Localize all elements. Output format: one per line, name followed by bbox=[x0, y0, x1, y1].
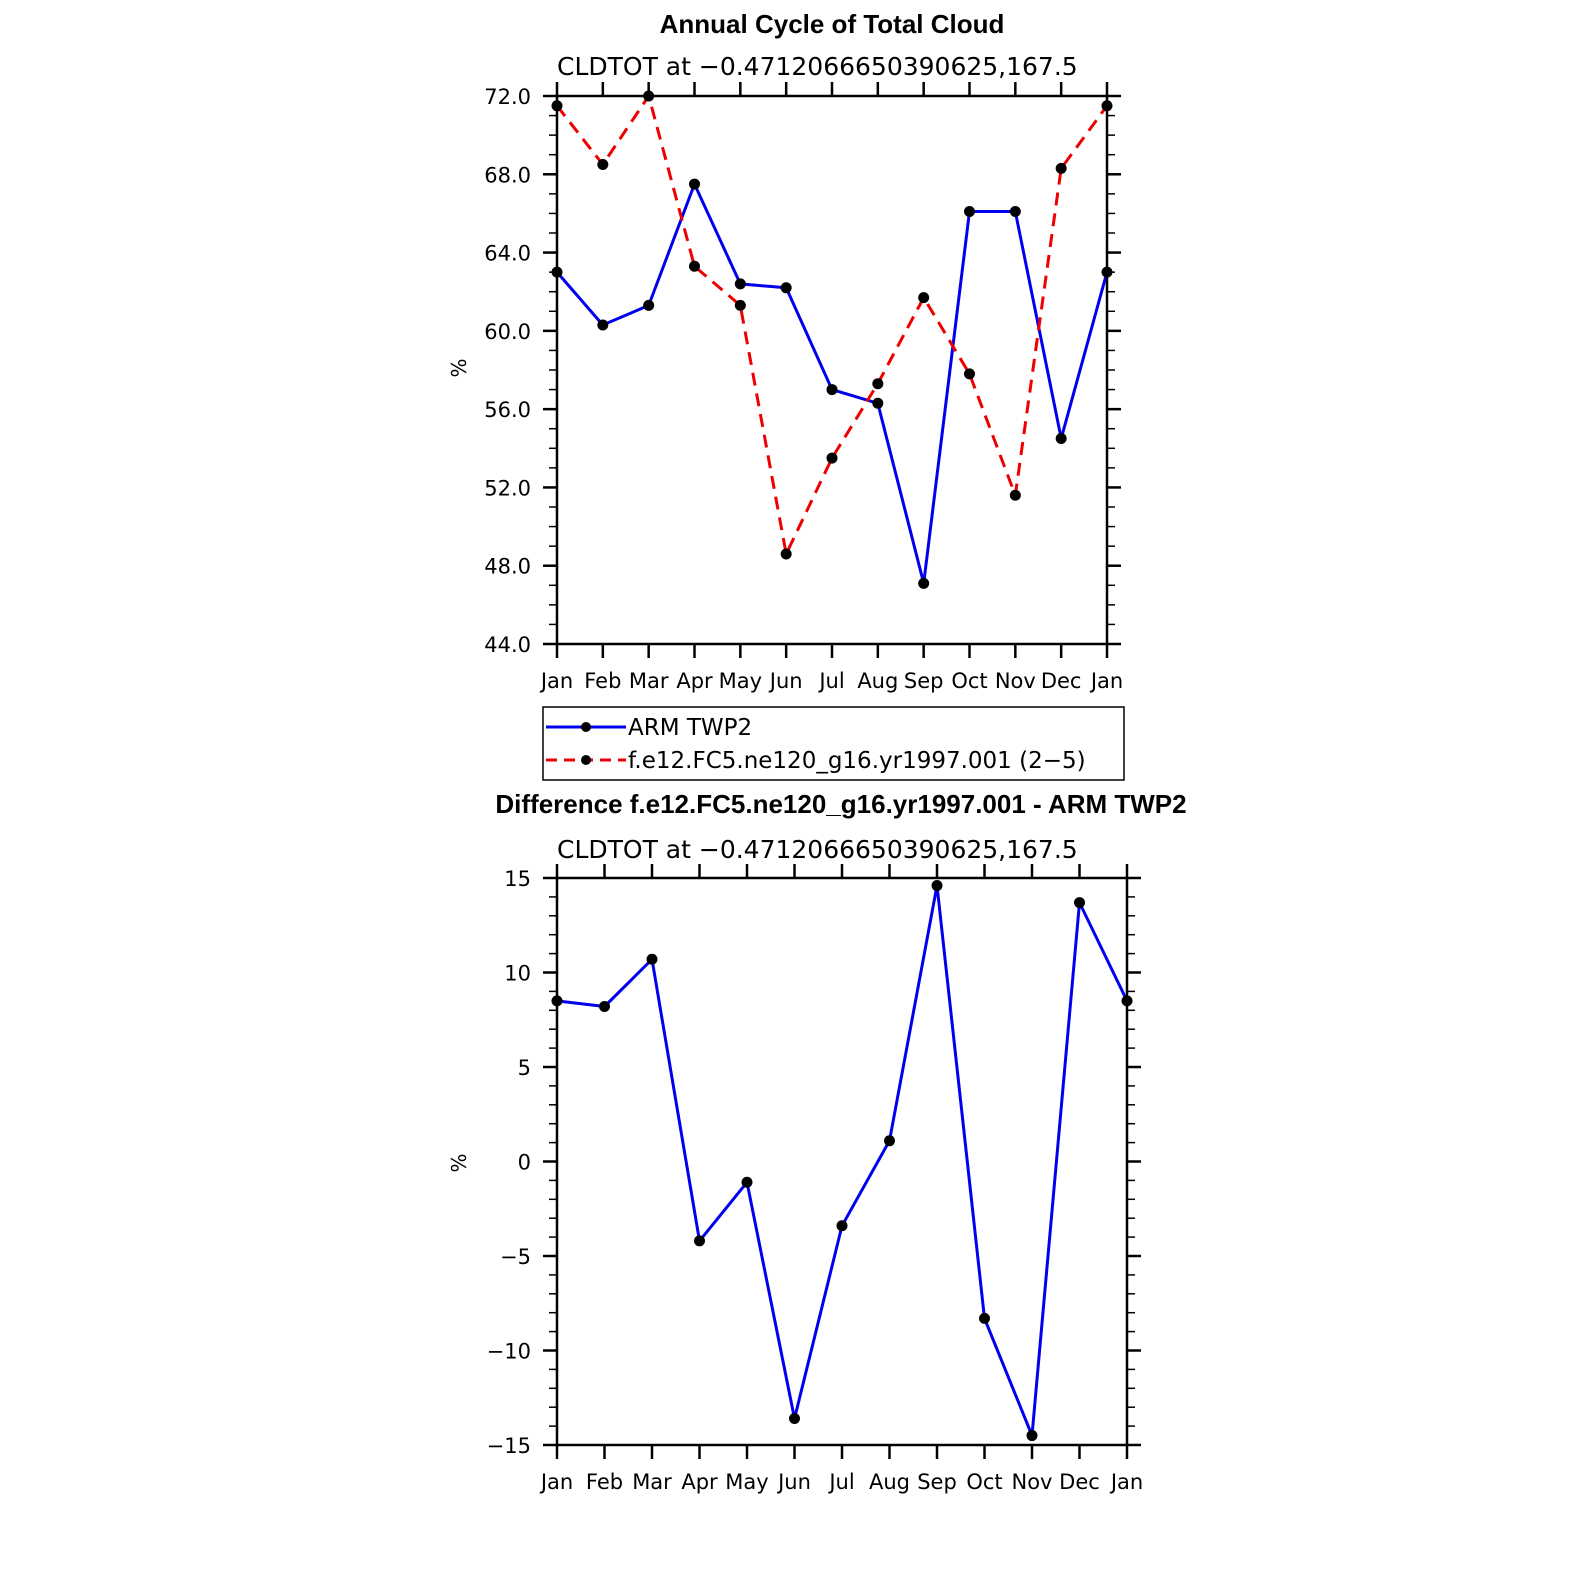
y-tick-label: 60.0 bbox=[484, 320, 531, 344]
chart2-title: Difference f.e12.FC5.ne120_g16.yr1997.00… bbox=[495, 789, 1186, 819]
data-point bbox=[918, 577, 930, 589]
data-point bbox=[780, 548, 792, 560]
annual-cycle-chart: Annual Cycle of Total Cloud CLDTOT at −0… bbox=[447, 9, 1125, 781]
x-tick-label: Apr bbox=[681, 1470, 718, 1494]
x-tick-label: Sep bbox=[917, 1470, 957, 1494]
data-point bbox=[597, 159, 609, 170]
y-tick-label: 64.0 bbox=[484, 242, 531, 266]
data-point bbox=[826, 384, 838, 396]
chart2-tick-labels: −15 −10 −5 0 5 10 15 Jan Feb Mar Apr May Jun Jul Aug Se… bbox=[487, 867, 1144, 1494]
difference-chart: Difference f.e12.FC5.ne120_g16.yr1997.00… bbox=[447, 789, 1187, 1494]
x-tick-label: Mar bbox=[632, 1470, 672, 1494]
legend-marker-arm bbox=[581, 722, 591, 732]
chart2-subtitle: CLDTOT at −0.4712066650390625,167.5 bbox=[557, 835, 1078, 864]
y-tick-label: 0 bbox=[518, 1151, 531, 1175]
y-tick-label: 10 bbox=[504, 962, 531, 986]
data-point bbox=[1009, 489, 1021, 501]
x-tick-label: Feb bbox=[584, 669, 621, 693]
x-tick-label: Jan bbox=[1089, 669, 1123, 693]
x-tick-label: Jan bbox=[539, 669, 573, 693]
x-tick-label: Oct bbox=[966, 1470, 1002, 1494]
data-point bbox=[872, 378, 884, 390]
x-tick-label: Jul bbox=[817, 669, 844, 693]
x-tick-label: Dec bbox=[1059, 1470, 1100, 1494]
chart2-frame bbox=[555, 876, 1129, 1447]
y-tick-label: 44.0 bbox=[484, 633, 531, 657]
data-point bbox=[597, 319, 609, 331]
x-tick-label: Sep bbox=[904, 669, 944, 693]
data-point bbox=[694, 1235, 705, 1247]
chart1-subtitle: CLDTOT at −0.4712066650390625,167.5 bbox=[557, 52, 1078, 81]
data-point bbox=[734, 278, 746, 290]
x-tick-label: Nov bbox=[995, 669, 1036, 693]
legend-label-model: f.e12.FC5.ne120_g16.yr1997.001 (2−5) bbox=[628, 748, 1086, 774]
x-tick-label: Aug bbox=[869, 1470, 910, 1494]
data-point bbox=[789, 1413, 800, 1425]
data-point bbox=[826, 452, 838, 464]
data-point bbox=[1026, 1430, 1038, 1442]
y-tick-label: −5 bbox=[500, 1245, 531, 1269]
data-point bbox=[872, 397, 884, 409]
chart1-legend: ARM TWP2 f.e12.FC5.ne120_g16.yr1997.001 … bbox=[542, 706, 1125, 781]
data-point bbox=[964, 368, 975, 380]
x-tick-label: May bbox=[719, 669, 762, 693]
y-tick-label: 52.0 bbox=[484, 476, 531, 500]
data-point bbox=[1055, 433, 1067, 444]
x-tick-label: Jun bbox=[768, 669, 803, 693]
x-tick-label: Jun bbox=[776, 1470, 811, 1494]
series-line-1 bbox=[556, 884, 1129, 1437]
y-tick-label: 68.0 bbox=[484, 163, 531, 187]
y-tick-label: 15 bbox=[504, 867, 531, 891]
data-point bbox=[646, 953, 658, 965]
chart1-tick-labels: 44.0 48.0 52.0 56.0 60.0 64.0 68.0 72.0 Jan Feb Ma… bbox=[484, 85, 1123, 693]
data-point bbox=[931, 880, 943, 892]
x-tick-label: Feb bbox=[586, 1470, 623, 1494]
y-tick-label: 72.0 bbox=[484, 85, 531, 109]
data-point bbox=[741, 1176, 753, 1188]
chart1-frame bbox=[555, 94, 1109, 646]
chart2-ylabel: % bbox=[447, 1153, 471, 1172]
data-point bbox=[1009, 205, 1021, 217]
y-tick-label: 48.0 bbox=[484, 555, 531, 579]
chart1-series bbox=[551, 90, 1113, 589]
x-tick-label: May bbox=[725, 1470, 768, 1494]
data-point bbox=[836, 1220, 848, 1232]
x-tick-label: Nov bbox=[1012, 1470, 1053, 1494]
data-point bbox=[643, 299, 655, 311]
y-tick-label: 56.0 bbox=[484, 398, 531, 422]
data-point bbox=[599, 1001, 610, 1013]
x-tick-label: Aug bbox=[857, 669, 898, 693]
chart2-series bbox=[551, 880, 1133, 1442]
data-point bbox=[964, 205, 975, 217]
x-tick-label: Mar bbox=[629, 669, 669, 693]
data-point bbox=[689, 178, 700, 190]
data-point bbox=[734, 299, 746, 311]
x-tick-label: Jan bbox=[539, 1470, 573, 1494]
data-point bbox=[689, 260, 700, 272]
chart1-ylabel: % bbox=[447, 358, 471, 377]
legend-label-arm: ARM TWP2 bbox=[628, 715, 752, 741]
series-line-1 bbox=[555, 182, 1109, 585]
y-tick-label: −10 bbox=[487, 1340, 531, 1364]
x-tick-label: Jan bbox=[1109, 1470, 1143, 1494]
chart1-title: Annual Cycle of Total Cloud bbox=[660, 9, 1005, 39]
x-tick-label: Dec bbox=[1041, 669, 1082, 693]
x-tick-label: Apr bbox=[676, 669, 713, 693]
series-line-2 bbox=[555, 94, 1109, 556]
legend-marker-model bbox=[581, 755, 591, 765]
legend-box bbox=[542, 706, 1125, 781]
y-tick-label: −15 bbox=[487, 1434, 531, 1458]
data-point bbox=[979, 1312, 990, 1324]
data-point bbox=[780, 282, 792, 294]
data-point bbox=[918, 292, 930, 304]
data-point bbox=[1074, 897, 1085, 909]
chart1-ticks bbox=[543, 82, 1121, 658]
x-tick-label: Jul bbox=[827, 1470, 854, 1494]
data-point bbox=[884, 1135, 895, 1147]
chart2-ticks bbox=[543, 864, 1141, 1459]
x-tick-label: Oct bbox=[951, 669, 987, 693]
y-tick-label: 5 bbox=[518, 1056, 531, 1080]
data-point bbox=[1055, 162, 1067, 174]
